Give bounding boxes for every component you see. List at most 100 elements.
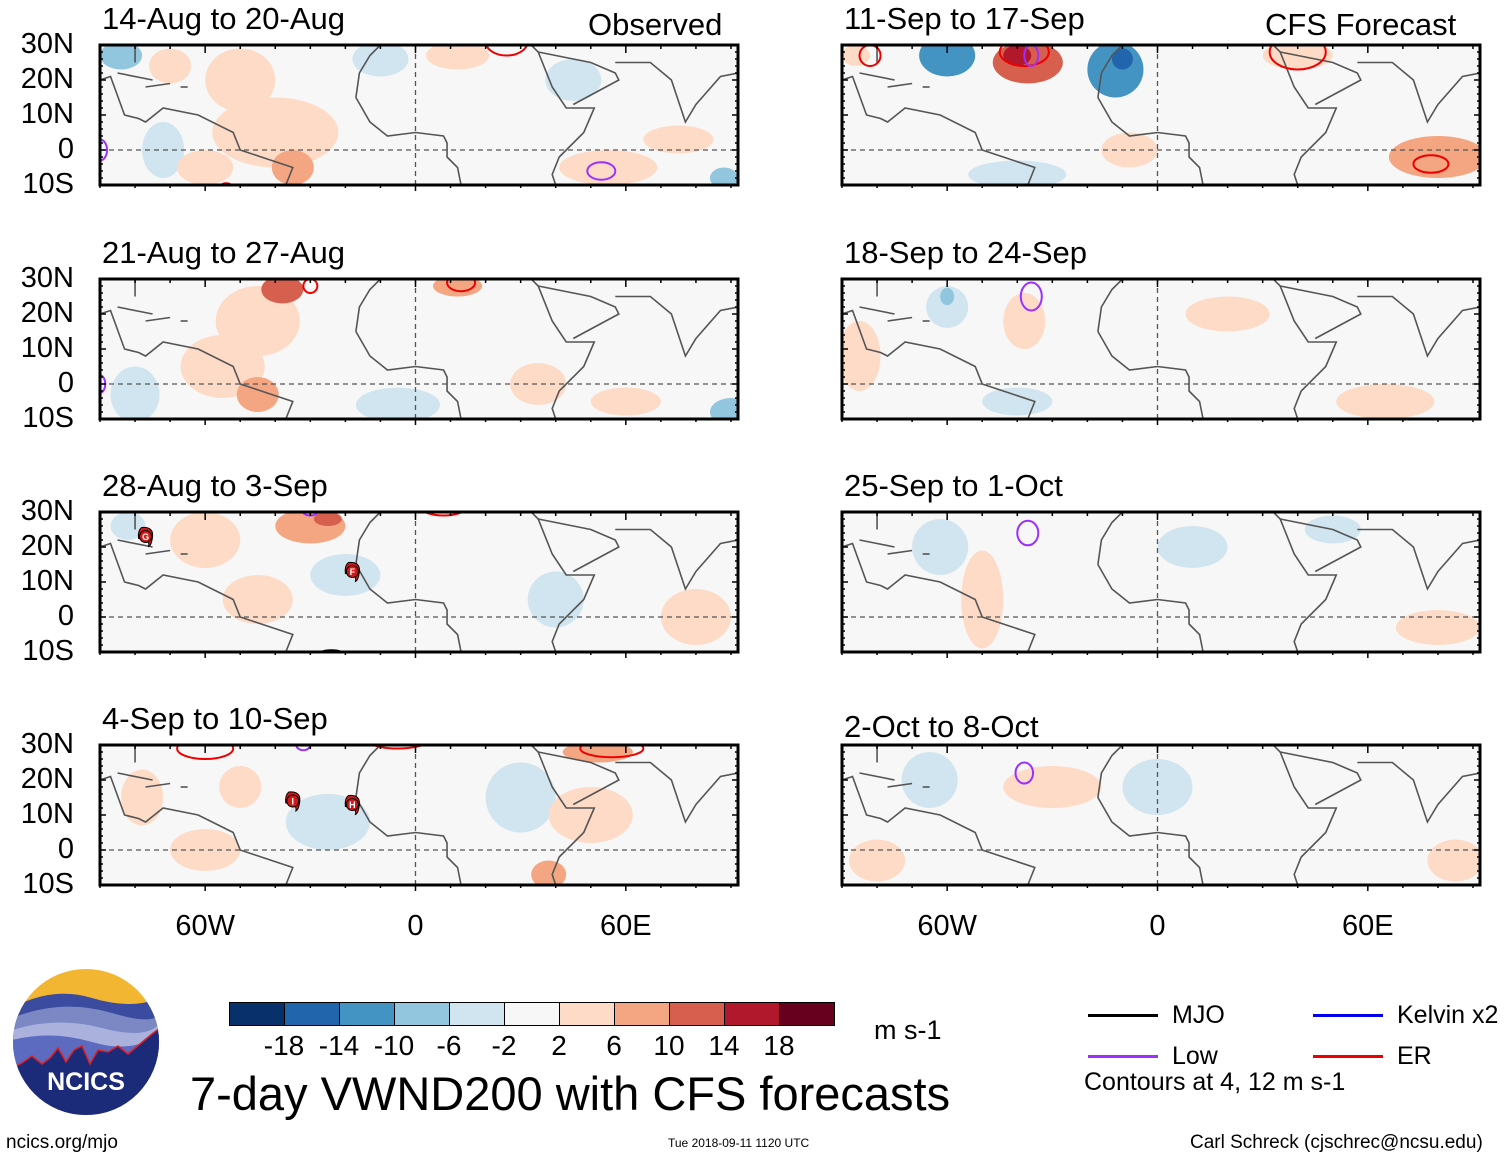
x-tick-label: 60E (1342, 910, 1394, 942)
panel-title: 28-Aug to 3-Sep (102, 468, 328, 503)
anomaly-region (590, 387, 661, 416)
y-tick-label: 10N (20, 798, 74, 830)
map-panel: GF (98, 510, 740, 658)
anomaly-region (912, 519, 969, 575)
colorbar-label: -6 (436, 1030, 462, 1061)
y-tick-label: 0 (57, 133, 74, 165)
coastline (887, 782, 913, 788)
colorbar-label: 14 (708, 1030, 740, 1061)
anomaly-region (531, 860, 567, 885)
y-tick-label: 30N (20, 28, 74, 60)
coastline (842, 309, 1036, 419)
coastline (1280, 518, 1362, 573)
legend-label: MJO (1172, 1001, 1225, 1029)
panel-title: 21-Aug to 27-Aug (102, 235, 346, 270)
legend-swatch-mjo (1088, 1014, 1158, 1017)
coastline (117, 539, 153, 548)
colorbar-swatch (559, 1002, 615, 1026)
coastline (1357, 295, 1480, 358)
coastline (100, 309, 294, 419)
anomaly-region (261, 279, 304, 304)
x-tick-label: 0 (1149, 910, 1166, 942)
contour-low (295, 745, 312, 752)
tropical-storm-icon: I (285, 791, 301, 812)
x-tick-label: 60E (600, 910, 652, 942)
contour-low (100, 138, 109, 162)
y-tick-label: 10N (20, 565, 74, 597)
anomaly-region (352, 45, 409, 77)
colorbar-swatch (284, 1002, 340, 1026)
coastline (1097, 745, 1124, 798)
map-panel (840, 510, 1482, 658)
anomaly-region (643, 125, 714, 154)
anomaly-region (433, 279, 483, 297)
anomaly-region (968, 160, 1067, 185)
column-label-left: Observed (588, 7, 723, 42)
map-panel (98, 43, 740, 191)
coastline (145, 82, 171, 88)
coastline (145, 316, 171, 322)
coastline (1097, 797, 1204, 885)
coastline (355, 512, 382, 565)
anomaly-region (149, 48, 192, 84)
colorbar-label: -14 (318, 1030, 360, 1061)
anomaly-region (110, 366, 160, 419)
site-link[interactable]: ncics.org/mjo (6, 1132, 118, 1153)
y-tick-label: 10N (20, 332, 74, 364)
y-tick-label: 10S (22, 402, 74, 434)
coastline (355, 279, 382, 332)
anomaly-region (919, 45, 976, 77)
colorbar-label: 18 (763, 1030, 795, 1061)
coastline (1280, 51, 1362, 106)
coastline (1280, 751, 1362, 806)
legend-label: Kelvin x2 (1397, 1001, 1499, 1029)
anomaly-region (485, 762, 556, 833)
colorbar-units: m s-1 (874, 1015, 942, 1045)
anomaly-region (901, 752, 958, 808)
coastline (117, 72, 153, 81)
anomaly-region (1185, 296, 1270, 332)
x-tick-label: 60W (917, 910, 977, 942)
y-tick-label: 20N (20, 63, 74, 95)
coastline (355, 97, 462, 185)
contour-low (1019, 281, 1043, 312)
coastline (355, 745, 382, 798)
contour-er (1268, 45, 1327, 71)
colorbar-swatch (504, 1002, 560, 1026)
x-tick-label: 0 (407, 910, 424, 942)
coastline (355, 331, 462, 419)
colorbar-swatch (339, 1002, 395, 1026)
coastline (100, 75, 294, 185)
coastline (615, 295, 738, 358)
coastline (538, 51, 620, 106)
storm-letter: I (292, 797, 295, 807)
contour-mjo (318, 649, 344, 652)
anomaly-region (1395, 610, 1480, 645)
anomaly-region (842, 45, 871, 66)
colorbar-label: -18 (263, 1030, 305, 1061)
coastline (1097, 45, 1124, 98)
coastline (1357, 528, 1480, 591)
coastline (1280, 285, 1362, 340)
coastline (355, 797, 462, 885)
x-tick-label: 60W (175, 910, 235, 942)
anomaly-region (222, 575, 293, 624)
panel-title: 2-Oct to 8-Oct (844, 709, 1039, 744)
tropical-storm-icon: H (344, 794, 360, 816)
anomaly-region (177, 150, 234, 185)
legend-label: ER (1397, 1042, 1432, 1070)
map-panel (840, 277, 1482, 425)
anomaly-region (1146, 780, 1169, 794)
contour-er (998, 45, 1050, 67)
timestamp: Tue 2018-09-11 1120 UTC (668, 1136, 810, 1150)
anomaly-region (100, 45, 143, 70)
coastline (859, 306, 895, 315)
anomaly-region (940, 287, 955, 306)
contour-low (1023, 45, 1040, 67)
coastline (859, 72, 895, 81)
colorbar-swatch (669, 1002, 725, 1026)
contour-er (371, 745, 425, 750)
anomaly-region (1111, 48, 1133, 70)
coastline (538, 518, 620, 573)
